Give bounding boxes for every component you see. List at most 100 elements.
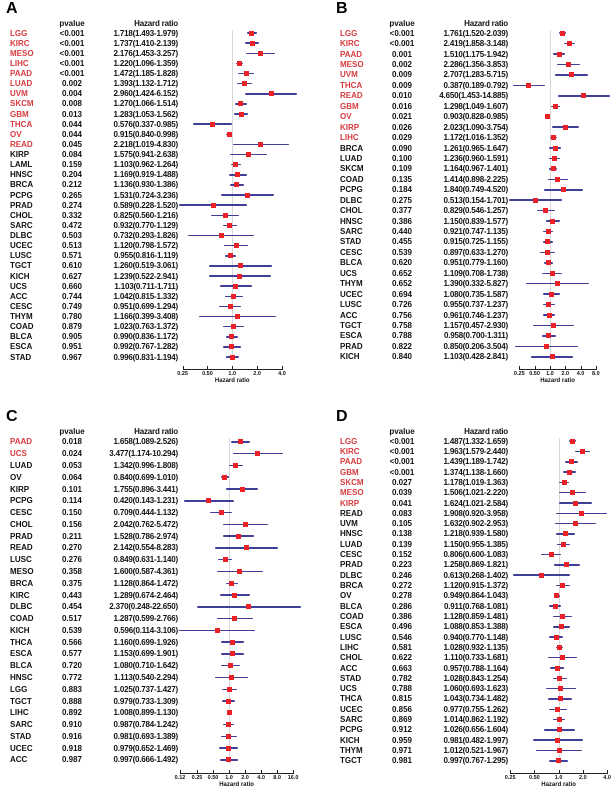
forest-plot-cell [178, 220, 302, 230]
hr-point-marker [545, 229, 551, 235]
cancer-type-label: PRAD [10, 200, 33, 210]
cancer-type-label: THCA [340, 80, 363, 90]
hazard-ratio-cell: 1.963(1.579-2.440) [443, 446, 509, 456]
pvalue-cell: 0.454 [61, 602, 83, 612]
reference-line [549, 30, 551, 360]
forest-plot-cell [508, 508, 610, 518]
hazard-ratio-cell: 0.921(0.747-1.135) [443, 227, 509, 237]
pvalue-cell: 0.627 [61, 271, 83, 281]
pvalue-cell: 0.660 [61, 281, 83, 291]
pvalue-cell: 0.840 [391, 352, 413, 362]
cancer-type-label: READ [340, 508, 363, 518]
forest-plot-cell [178, 69, 302, 79]
cancer-type-label: KICH [340, 735, 360, 745]
hazard-ratio-cell: 0.981(0.482-1.997) [443, 735, 509, 745]
forest-row: UVM 0.105 1.632(0.902-2.953) [340, 519, 612, 529]
forest-row: KIRP 0.026 2.023(1.090-3.754) [340, 122, 612, 132]
forest-row: CHOL 0.156 2.042(0.762-5.472) [10, 518, 304, 530]
forest-row: PAAD <0.001 1.472(1.185-1.828) [10, 69, 304, 79]
forest-plot-cell [178, 38, 302, 48]
cancer-type-label: MESO [10, 48, 34, 58]
hr-point-marker [230, 324, 236, 330]
pvalue-cell: <0.001 [59, 58, 85, 68]
cancer-type-label: SARC [340, 715, 363, 725]
cancer-type-label: PRAD [340, 341, 363, 351]
forest-plot-cell [508, 195, 610, 205]
forest-plot-cell [178, 483, 302, 495]
axis-row: Hazard ratio 0.25 0.50 1.0 2.0 4.0 [10, 365, 304, 389]
pvalue-cell: 0.888 [61, 696, 83, 706]
axis-title: Hazard ratio [214, 378, 250, 384]
hr-point-marker [235, 172, 241, 178]
pvalue-cell: 0.571 [61, 251, 83, 261]
forest-row: ESCA 0.951 0.992(0.767-1.282) [10, 342, 304, 352]
cancer-type-label: UCS [10, 449, 27, 459]
forest-row: KICH 0.539 0.596(0.114-3.106) [10, 625, 304, 637]
forest-row: KICH 0.627 1.239(0.522-2.941) [10, 271, 304, 281]
forest-plot-cell [178, 58, 302, 68]
hr-point-marker [559, 30, 565, 36]
hr-point-marker [238, 101, 244, 107]
axis-tick-label: 0.50 [202, 371, 213, 377]
forest-plot-cell [178, 352, 302, 362]
pvalue-cell: <0.001 [59, 69, 85, 79]
forest-row: BLCA 0.286 0.911(0.768-1.081) [340, 601, 612, 611]
pvalue-cell: 0.610 [61, 261, 83, 271]
forest-plot-cell [508, 714, 610, 724]
pvalue-cell: 0.039 [391, 488, 413, 498]
forest-plot-cell [178, 448, 302, 460]
pvalue-cell: 0.879 [61, 322, 83, 332]
pvalue-cell: 0.159 [61, 160, 83, 170]
hazard-ratio-cell: 2.218(1.019-4.830) [113, 139, 179, 149]
forest-row: CESC 0.539 0.897(0.633-1.270) [340, 247, 612, 257]
hazard-ratio-cell: 1.528(0.786-2.974) [113, 531, 179, 541]
hr-point-marker [234, 182, 240, 188]
hr-point-marker [557, 696, 563, 702]
forest-plot-cell [508, 436, 610, 446]
forest-row: STAD 0.455 0.915(0.725-1.155) [340, 237, 612, 247]
pvalue-cell: 0.064 [61, 472, 83, 482]
pvalue-cell: <0.001 [389, 467, 415, 477]
axis-tick [281, 366, 283, 370]
forest-row: BRCA 0.272 1.120(0.915-1.372) [340, 580, 612, 590]
hazard-ratio-column-header: Hazard ratio [134, 18, 178, 28]
forest-row: ACC 0.987 0.997(0.666-1.492) [10, 754, 304, 766]
forest-row: READ 0.045 2.218(1.019-4.830) [10, 139, 304, 149]
pvalue-cell: 0.276 [61, 555, 83, 565]
forest-row: COAD 0.879 1.023(0.763-1.372) [10, 322, 304, 332]
pvalue-cell: 0.513 [61, 241, 83, 251]
forest-plot-cell [178, 89, 302, 99]
pvalue-cell: 0.246 [391, 570, 413, 580]
forest-plot-cell [178, 695, 302, 707]
cancer-type-label: TGCT [340, 320, 362, 330]
pvalue-cell: 0.002 [391, 60, 413, 70]
cancer-type-label: PAAD [340, 49, 363, 59]
axis-title: Hazard ratio [219, 782, 254, 788]
hazard-ratio-cell: 1.120(0.915-1.372) [443, 581, 509, 591]
forest-plot-cell [508, 80, 610, 90]
pvalue-cell: 0.916 [61, 731, 83, 741]
hr-point-marker [553, 634, 559, 640]
pvalue-cell: 0.663 [391, 663, 413, 673]
cancer-type-label: KIRP [340, 498, 360, 508]
forest-row: GBM 0.013 1.283(1.053-1.562) [10, 109, 304, 119]
cancer-type-label: PCPG [10, 496, 33, 506]
forest-row: UCEC 0.694 1.080(0.735-1.587) [340, 289, 612, 299]
axis-spacer [10, 365, 178, 389]
hazard-ratio-cell: 0.732(0.293-1.826) [113, 231, 179, 241]
axis-tick-label: 2.0 [253, 371, 261, 377]
hazard-ratio-column-header: Hazard ratio [134, 426, 178, 436]
cancer-type-label: DLBC [10, 231, 33, 241]
forest-row: SARC 0.472 0.932(0.770-1.129) [10, 220, 304, 230]
hazard-ratio-cell: 2.176(1.453-3.257) [113, 48, 179, 58]
hazard-ratio-cell: 1.472(1.185-1.828) [113, 69, 179, 79]
forest-row: BLCA 0.720 1.080(0.710-1.642) [10, 660, 304, 672]
forest-plot-cell [178, 301, 302, 311]
hazard-ratio-cell: 0.829(0.546-1.257) [443, 206, 509, 216]
hazard-ratio-cell: 1.624(1.021-2.584) [443, 498, 509, 508]
pvalue-cell: 0.869 [391, 715, 413, 725]
axis-tick [510, 770, 512, 774]
hr-point-marker [561, 479, 567, 485]
cancer-type-label: READ [10, 139, 33, 149]
forest-row: MESO <0.001 2.176(1.453-3.257) [10, 48, 304, 58]
